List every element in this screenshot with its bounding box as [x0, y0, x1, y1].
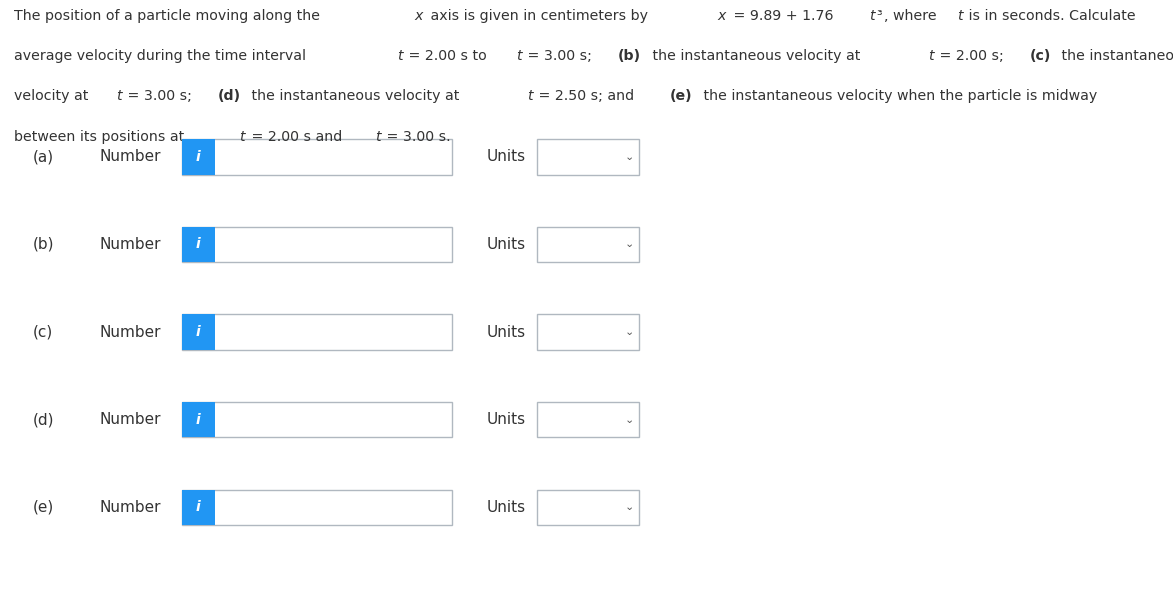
- Bar: [537, 314, 639, 350]
- Text: Units: Units: [487, 324, 526, 340]
- Bar: [537, 402, 639, 437]
- Bar: [182, 490, 215, 525]
- Text: t: t: [869, 9, 875, 23]
- Text: Units: Units: [487, 500, 526, 515]
- Text: the instantaneous: the instantaneous: [1057, 49, 1173, 63]
- Text: the instantaneous velocity when the particle is midway: the instantaneous velocity when the part…: [699, 89, 1097, 104]
- Text: The position of a particle moving along the: The position of a particle moving along …: [14, 9, 325, 23]
- Text: , where: , where: [883, 9, 941, 23]
- Text: ⌄: ⌄: [625, 503, 635, 512]
- Text: Units: Units: [487, 149, 526, 165]
- Text: i: i: [196, 500, 201, 514]
- Text: t: t: [928, 49, 934, 63]
- Text: Units: Units: [487, 412, 526, 427]
- Bar: [182, 314, 452, 350]
- Text: (e): (e): [33, 500, 54, 515]
- Text: the instantaneous velocity at: the instantaneous velocity at: [647, 49, 865, 63]
- Text: t: t: [516, 49, 522, 63]
- Text: t: t: [528, 89, 533, 104]
- Text: (a): (a): [33, 149, 54, 165]
- Text: (b): (b): [618, 49, 642, 63]
- Bar: [182, 402, 452, 437]
- Text: (c): (c): [33, 324, 53, 340]
- Text: average velocity during the time interval: average velocity during the time interva…: [14, 49, 311, 63]
- Text: between its positions at: between its positions at: [14, 130, 189, 144]
- Text: ⌄: ⌄: [625, 152, 635, 162]
- Text: (c): (c): [1030, 49, 1051, 63]
- Text: = 9.89 + 1.76: = 9.89 + 1.76: [728, 9, 838, 23]
- Text: = 3.00 s;: = 3.00 s;: [523, 49, 597, 63]
- Text: = 3.00 s.: = 3.00 s.: [382, 130, 452, 144]
- Text: i: i: [196, 413, 201, 427]
- Bar: [182, 227, 452, 262]
- Text: i: i: [196, 325, 201, 339]
- Text: x: x: [415, 9, 423, 23]
- Text: ⌄: ⌄: [625, 415, 635, 424]
- Text: Number: Number: [100, 149, 161, 165]
- Text: (d): (d): [218, 89, 240, 104]
- Text: = 2.00 s and: = 2.00 s and: [246, 130, 346, 144]
- Text: Number: Number: [100, 324, 161, 340]
- Text: the instantaneous velocity at: the instantaneous velocity at: [248, 89, 465, 104]
- Text: i: i: [196, 237, 201, 252]
- Text: = 2.00 s;: = 2.00 s;: [935, 49, 1008, 63]
- Bar: [537, 139, 639, 175]
- Text: t: t: [375, 130, 381, 144]
- Text: t: t: [239, 130, 245, 144]
- Text: x: x: [718, 9, 726, 23]
- Text: Units: Units: [487, 237, 526, 252]
- Bar: [537, 227, 639, 262]
- Text: t: t: [957, 9, 963, 23]
- Text: Number: Number: [100, 412, 161, 427]
- Bar: [182, 314, 215, 350]
- Text: (d): (d): [33, 412, 54, 427]
- Bar: [537, 490, 639, 525]
- Text: ⌄: ⌄: [625, 327, 635, 337]
- Text: (e): (e): [670, 89, 692, 104]
- Text: = 3.00 s;: = 3.00 s;: [123, 89, 196, 104]
- Bar: [182, 139, 452, 175]
- Text: = 2.50 s; and: = 2.50 s; and: [535, 89, 639, 104]
- Bar: [182, 402, 215, 437]
- Text: Number: Number: [100, 237, 161, 252]
- Text: t: t: [116, 89, 121, 104]
- Bar: [182, 227, 215, 262]
- Text: axis is given in centimeters by: axis is given in centimeters by: [426, 9, 652, 23]
- Text: ⌄: ⌄: [625, 240, 635, 249]
- Text: ³: ³: [876, 9, 882, 23]
- Text: = 2.00 s to: = 2.00 s to: [404, 49, 491, 63]
- Text: Number: Number: [100, 500, 161, 515]
- Bar: [182, 490, 452, 525]
- Bar: [182, 139, 215, 175]
- Text: i: i: [196, 150, 201, 164]
- Text: t: t: [396, 49, 402, 63]
- Text: is in seconds. Calculate: is in seconds. Calculate: [964, 9, 1140, 23]
- Text: (b): (b): [33, 237, 54, 252]
- Text: velocity at: velocity at: [14, 89, 93, 104]
